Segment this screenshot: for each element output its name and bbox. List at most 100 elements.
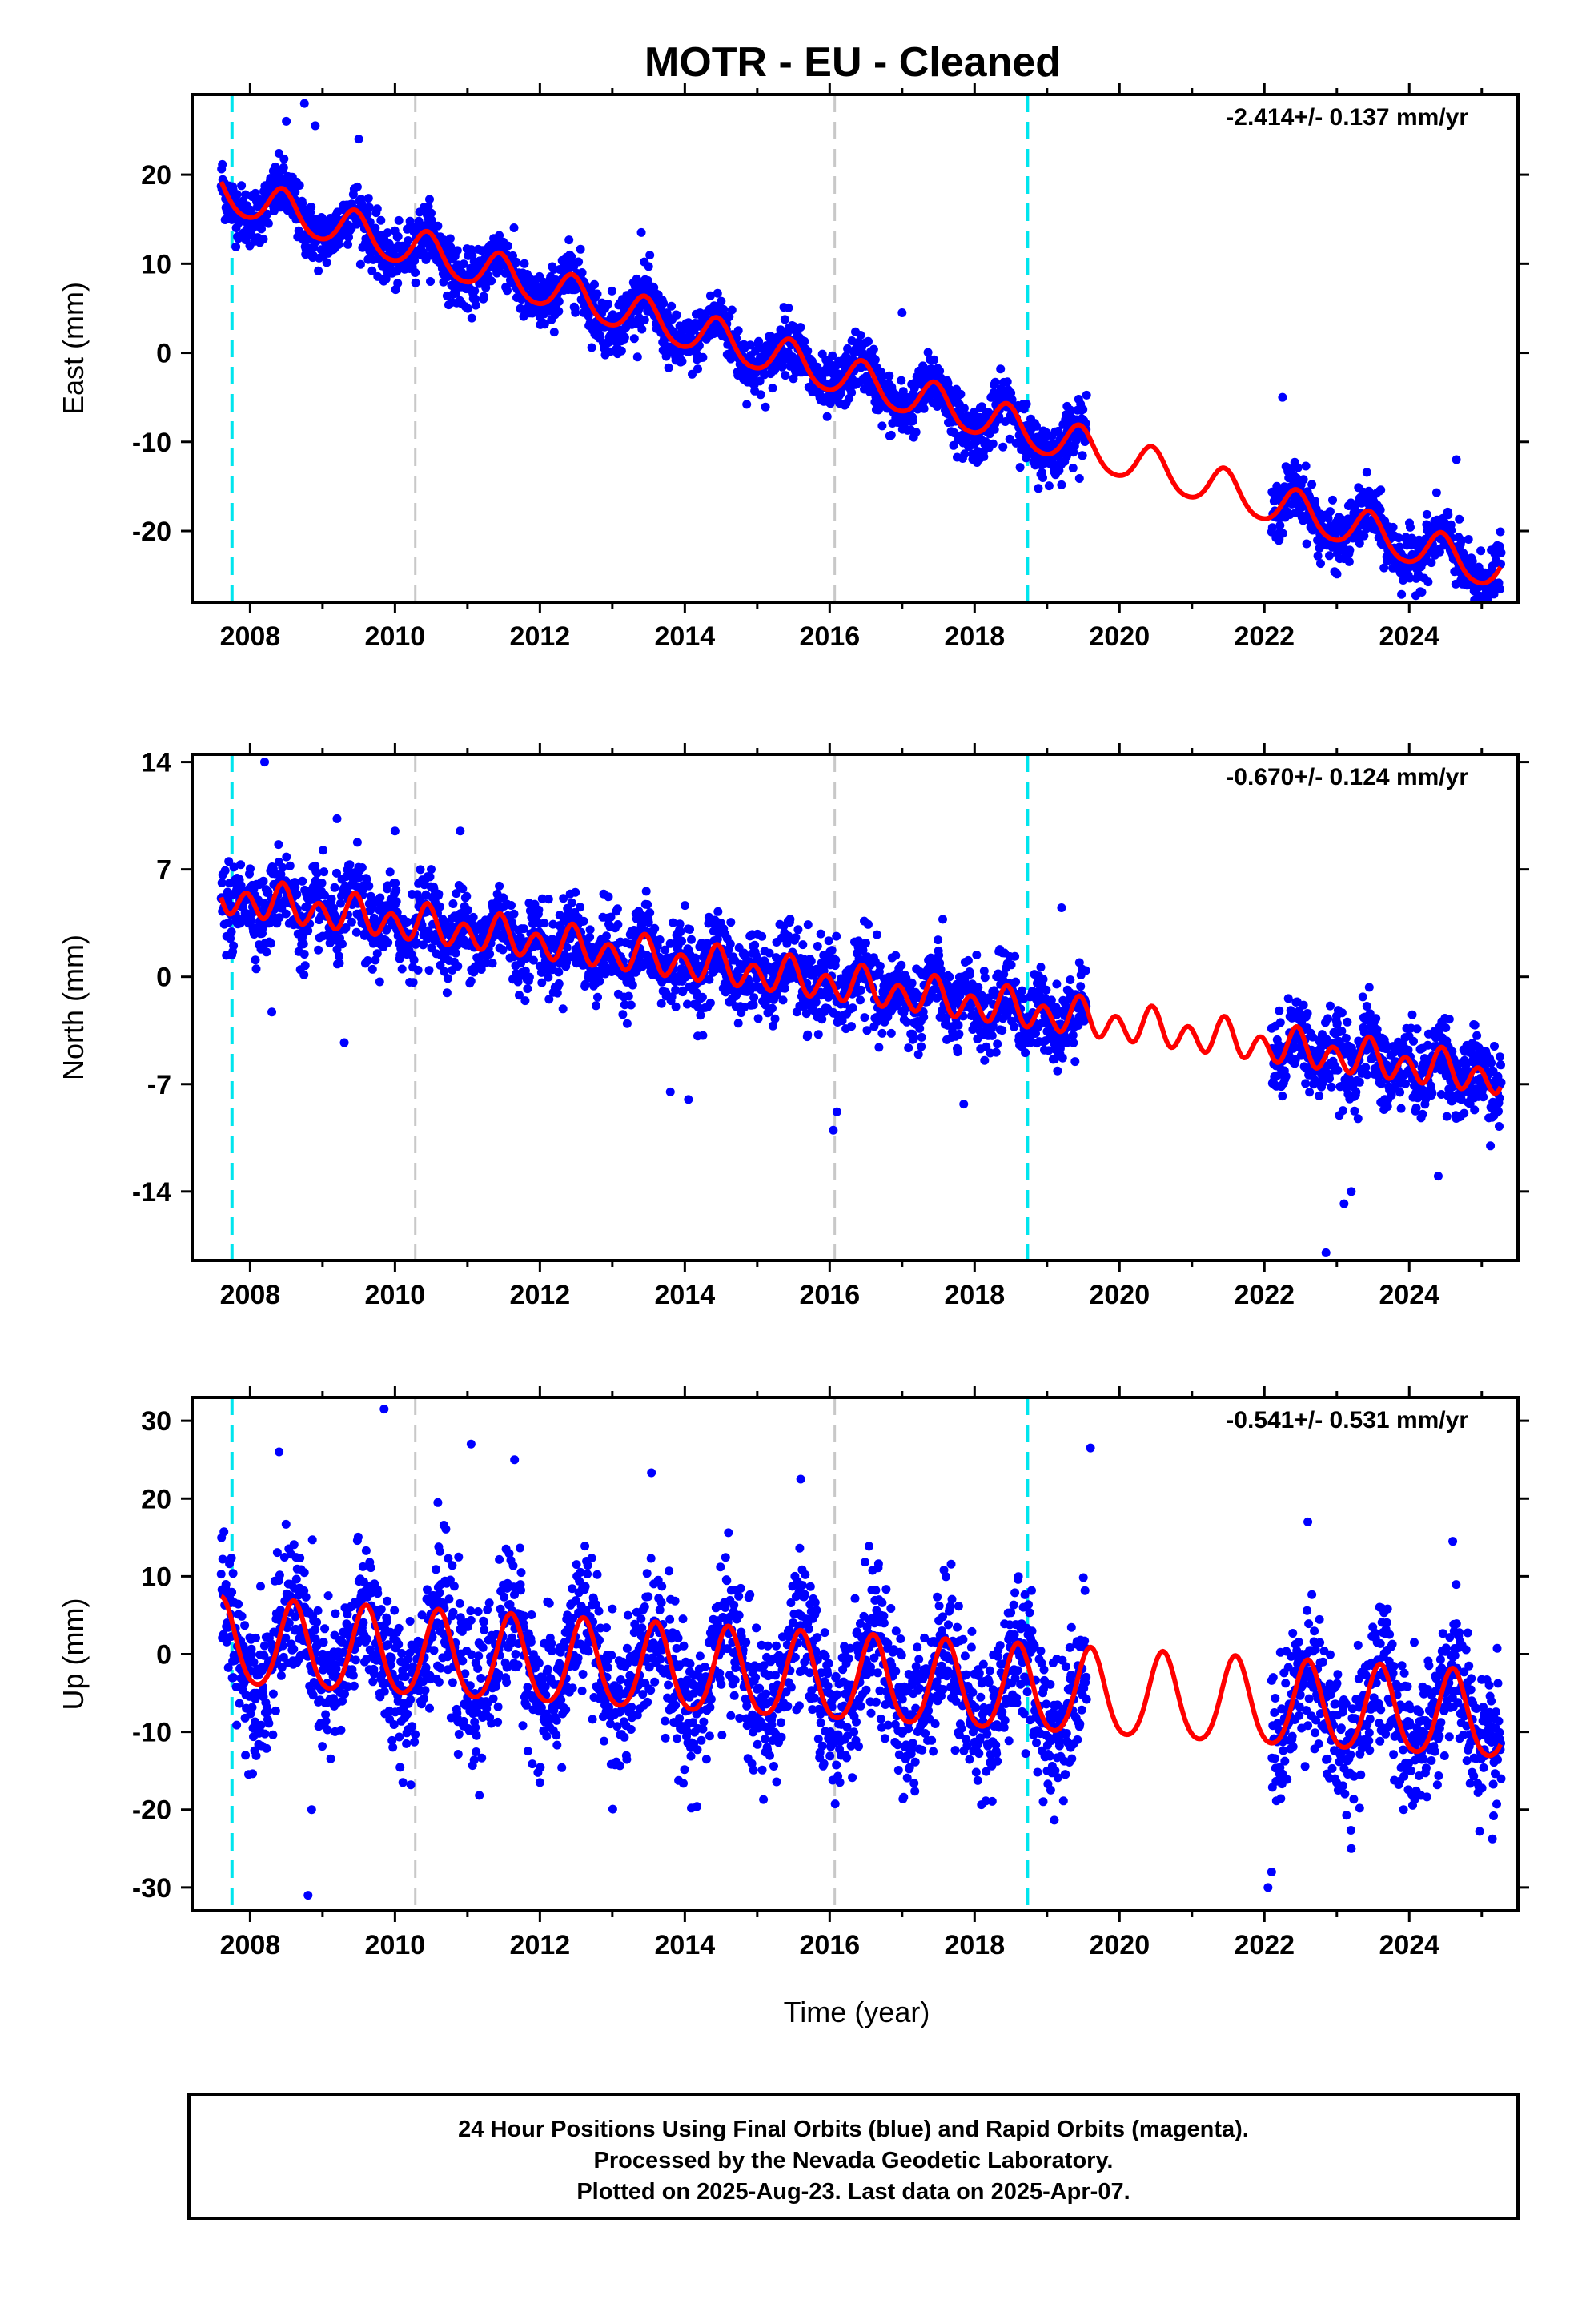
data-point xyxy=(1447,525,1456,535)
data-point xyxy=(1302,539,1311,549)
data-point xyxy=(392,267,402,276)
data-point xyxy=(1052,979,1062,989)
data-point xyxy=(713,288,722,298)
data-point xyxy=(1066,405,1075,415)
data-point xyxy=(604,299,612,308)
data-point xyxy=(343,239,352,249)
data-point xyxy=(872,930,881,939)
data-point xyxy=(299,970,309,979)
data-point xyxy=(1032,421,1041,431)
data-point xyxy=(434,889,444,899)
data-point xyxy=(345,860,355,870)
data-point xyxy=(571,887,580,897)
data-point xyxy=(495,881,504,891)
data-point xyxy=(1015,463,1025,472)
data-point xyxy=(411,278,420,287)
data-point xyxy=(1422,509,1431,519)
data-point xyxy=(938,915,947,924)
data-point xyxy=(645,251,655,260)
data-point xyxy=(375,977,384,987)
data-point xyxy=(972,951,982,959)
data-point xyxy=(367,266,377,275)
data-point xyxy=(355,259,365,269)
data-point xyxy=(498,945,508,955)
data-point xyxy=(592,289,602,299)
data-point xyxy=(442,988,452,998)
data-point xyxy=(237,181,247,191)
data-point xyxy=(870,355,880,364)
data-point xyxy=(317,879,327,888)
data-point xyxy=(540,919,549,928)
data-point xyxy=(1355,538,1364,548)
data-point xyxy=(1395,542,1404,552)
data-point xyxy=(1376,485,1386,495)
data-point xyxy=(1427,558,1436,568)
data-point xyxy=(509,223,519,232)
data-point xyxy=(1313,551,1323,561)
data-point xyxy=(391,886,401,895)
data-point xyxy=(1068,464,1078,472)
data-point xyxy=(396,951,405,960)
data-point xyxy=(558,1004,568,1014)
data-point xyxy=(364,203,374,212)
data-point xyxy=(559,894,568,903)
data-point xyxy=(229,862,239,872)
data-point xyxy=(671,985,681,995)
data-point xyxy=(509,909,519,919)
data-point xyxy=(886,1028,896,1038)
data-point xyxy=(319,846,328,855)
data-point xyxy=(560,950,569,959)
data-point xyxy=(1006,388,1016,398)
data-point xyxy=(929,985,938,995)
data-point xyxy=(1332,569,1342,579)
data-point xyxy=(351,927,361,937)
data-point xyxy=(656,999,666,1008)
data-point xyxy=(544,995,554,1004)
data-point xyxy=(923,348,933,357)
data-point-outlier xyxy=(636,227,646,237)
data-point xyxy=(1325,551,1334,561)
data-point xyxy=(677,936,686,946)
data-point xyxy=(520,259,529,268)
data-point xyxy=(768,1003,777,1013)
data-point xyxy=(1267,523,1277,533)
data-point xyxy=(576,244,585,254)
data-point xyxy=(858,946,868,955)
data-point xyxy=(263,209,272,219)
data-point xyxy=(236,860,246,870)
data-point xyxy=(988,439,998,448)
data-point-outlier xyxy=(1278,392,1287,402)
data-point xyxy=(470,286,480,296)
data-point xyxy=(1058,1053,1067,1063)
data-point xyxy=(425,872,435,882)
data-point xyxy=(1074,958,1084,967)
y-tick-label: 0 xyxy=(156,339,171,369)
data-point xyxy=(1275,521,1285,530)
data-point xyxy=(354,873,363,883)
data-point xyxy=(705,998,715,1007)
data-point xyxy=(357,863,367,872)
data-point xyxy=(446,243,456,252)
data-point xyxy=(590,279,599,289)
plot-area xyxy=(216,94,1506,602)
data-point xyxy=(595,976,604,986)
data-point xyxy=(650,923,660,933)
data-point xyxy=(416,865,425,875)
data-point xyxy=(643,275,652,285)
data-point xyxy=(917,1042,926,1051)
data-point xyxy=(364,881,374,891)
data-point xyxy=(1038,473,1047,482)
data-point xyxy=(678,986,688,995)
data-point xyxy=(299,939,308,949)
data-point xyxy=(224,857,234,866)
data-point xyxy=(363,956,372,965)
data-point xyxy=(753,1014,763,1023)
data-point xyxy=(1021,1048,1030,1058)
data-point xyxy=(246,864,255,874)
data-point-outlier xyxy=(282,116,291,126)
data-point xyxy=(1443,510,1453,520)
data-point xyxy=(1299,475,1308,485)
axes-frame xyxy=(191,93,1520,604)
data-point xyxy=(223,918,233,927)
data-point xyxy=(291,883,300,892)
